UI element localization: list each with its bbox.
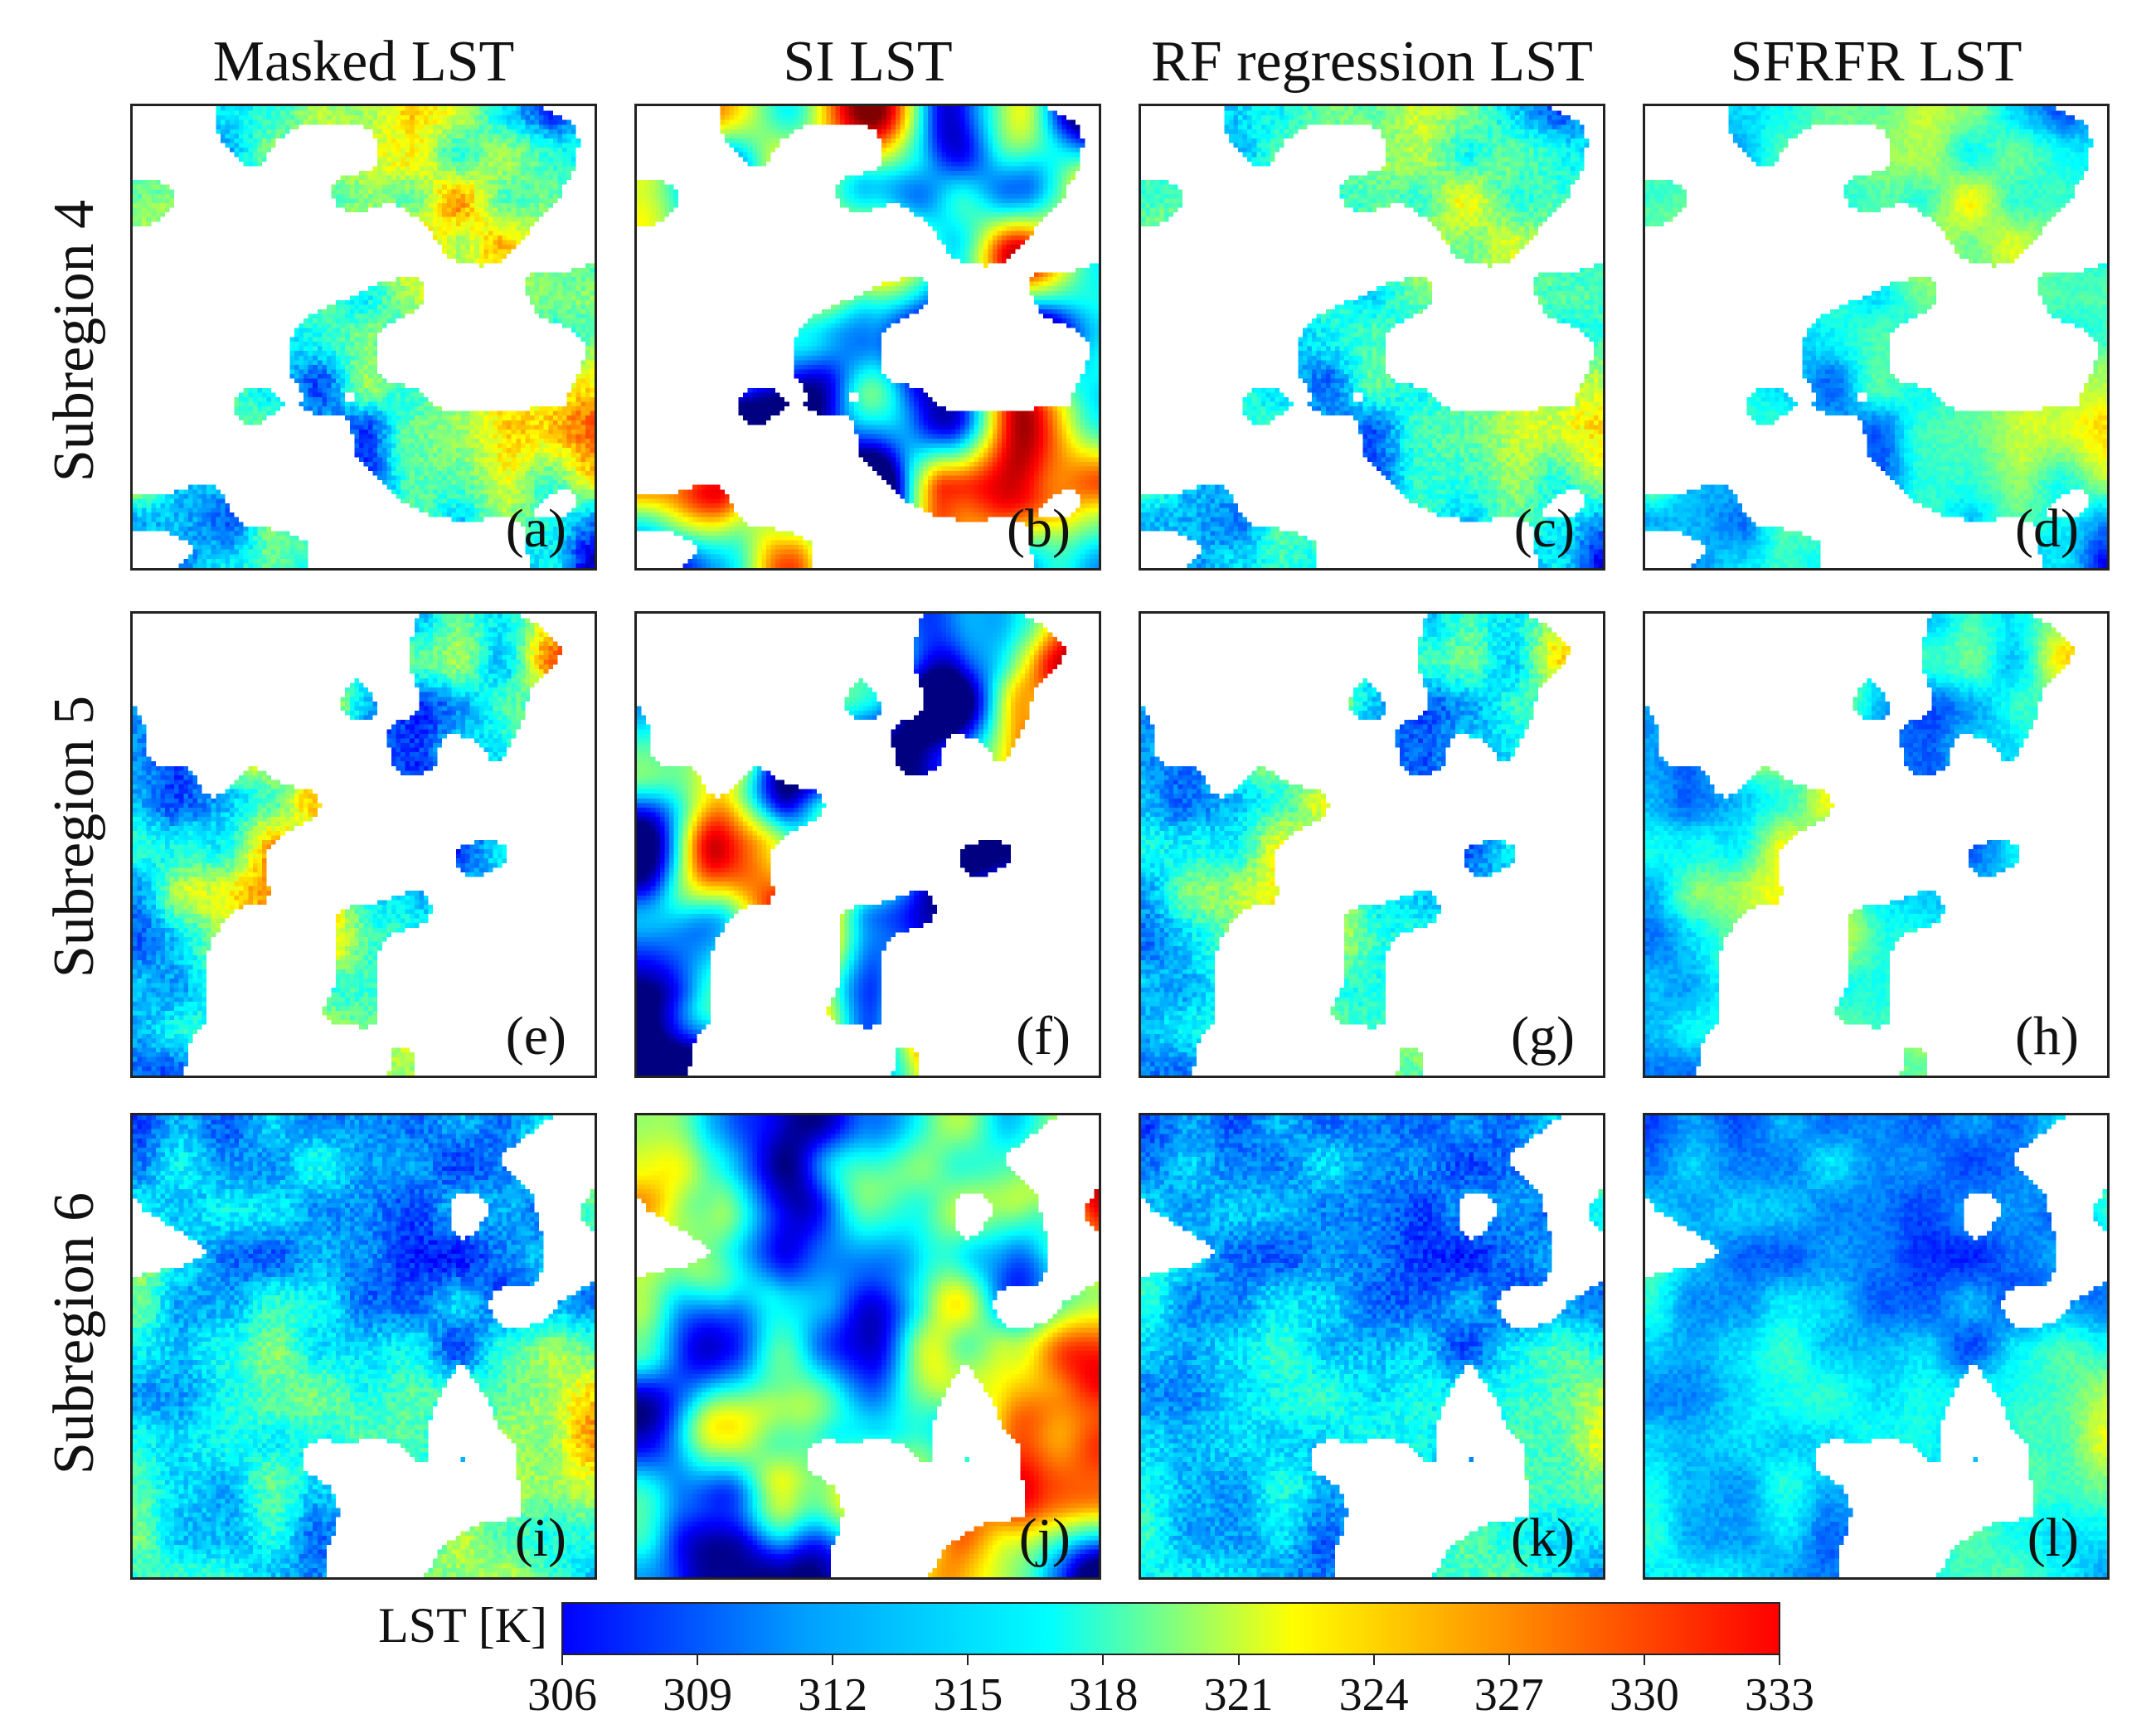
column-title-rf-regression-lst: RF regression LST (1151, 30, 1593, 94)
map-panel: (k) (1139, 1113, 1605, 1580)
lst-heatmap (637, 614, 1099, 1076)
colorbar-tick-label: 321 (1203, 1669, 1274, 1721)
panel-label: (f) (1016, 1006, 1071, 1066)
panel-label: (b) (1007, 498, 1071, 559)
colorbar-tick-label: 315 (933, 1669, 1003, 1721)
colorbar-tick-label: 330 (1609, 1669, 1679, 1721)
colorbar-tick-label: 309 (663, 1669, 733, 1721)
lst-heatmap (133, 106, 595, 568)
map-panel: (a) (130, 104, 597, 571)
lst-heatmap (133, 614, 595, 1076)
lst-heatmap (637, 106, 1099, 568)
colorbar-tick (561, 1655, 563, 1665)
colorbar-tick (697, 1655, 699, 1665)
column-title-si-lst: SI LST (783, 30, 953, 94)
colorbar-tick-label: 318 (1068, 1669, 1139, 1721)
lst-heatmap (133, 1115, 595, 1577)
map-panel: (c) (1139, 104, 1605, 571)
column-title-masked-lst: Masked LST (212, 30, 515, 94)
column-title-sfrfr-lst: SFRFR LST (1730, 30, 2022, 94)
panel-label: (i) (514, 1508, 566, 1568)
colorbar (561, 1602, 1780, 1655)
lst-heatmap (1645, 1115, 2107, 1577)
lst-heatmap (1141, 1115, 1603, 1577)
map-panel: (l) (1643, 1113, 2110, 1580)
colorbar-tick (832, 1655, 834, 1665)
panel-label: (h) (2015, 1006, 2079, 1066)
colorbar-tick (1643, 1655, 1645, 1665)
map-panel: (d) (1643, 104, 2110, 571)
lst-heatmap (1141, 614, 1603, 1076)
panel-label: (a) (505, 498, 566, 559)
colorbar-tick (1779, 1655, 1780, 1665)
map-panel: (h) (1643, 611, 2110, 1078)
colorbar-title: LST [K] (378, 1598, 547, 1653)
colorbar-tick (1237, 1655, 1240, 1665)
colorbar-tick (1102, 1655, 1105, 1665)
lst-heatmap (1645, 106, 2107, 568)
panel-label: (j) (1018, 1508, 1071, 1568)
colorbar-tick-label: 306 (527, 1669, 597, 1721)
panel-label: (g) (1511, 1006, 1575, 1066)
colorbar-tick-label: 333 (1745, 1669, 1814, 1721)
colorbar-tick-label: 327 (1474, 1669, 1544, 1721)
panel-label: (e) (505, 1006, 566, 1066)
colorbar-tick (1508, 1655, 1510, 1665)
panel-label: (k) (1511, 1508, 1575, 1568)
colorbar-tick (967, 1655, 969, 1665)
colorbar-tick-label: 312 (798, 1669, 868, 1721)
map-panel: (j) (634, 1113, 1101, 1580)
row-label-subregion-4: Subregion 4 (42, 199, 106, 483)
row-label-subregion-6: Subregion 6 (42, 1192, 106, 1475)
colorbar-tick (1372, 1655, 1375, 1665)
lst-heatmap (637, 1115, 1099, 1577)
panel-label: (d) (2015, 498, 2079, 559)
row-label-subregion-5: Subregion 5 (42, 695, 106, 979)
map-panel: (i) (130, 1113, 597, 1580)
lst-heatmap (1141, 106, 1603, 568)
panel-label: (l) (2027, 1508, 2079, 1568)
panel-label: (c) (1513, 498, 1575, 559)
colorbar-tick-label: 324 (1338, 1669, 1409, 1721)
map-panel: (f) (634, 611, 1101, 1078)
map-panel: (b) (634, 104, 1101, 571)
map-panel: (e) (130, 611, 597, 1078)
map-panel: (g) (1139, 611, 1605, 1078)
lst-heatmap (1645, 614, 2107, 1076)
